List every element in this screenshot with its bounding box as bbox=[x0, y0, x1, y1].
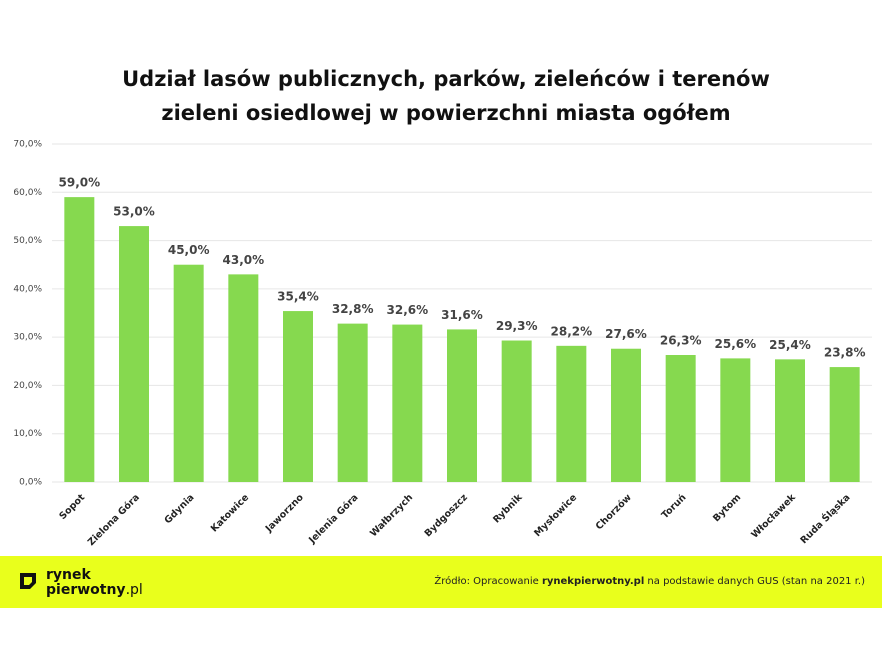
x-tick-label: Sopot bbox=[57, 492, 87, 522]
y-tick-label: 30,0% bbox=[13, 333, 42, 343]
x-tick-label: Katowice bbox=[209, 492, 251, 534]
bar bbox=[720, 358, 751, 482]
logo-text: pierwotny bbox=[46, 582, 126, 598]
value-label: 32,8% bbox=[332, 302, 374, 316]
value-label: 29,3% bbox=[496, 319, 538, 333]
x-tick-label: Mysłowice bbox=[532, 492, 579, 539]
bar bbox=[447, 329, 477, 482]
bar bbox=[283, 311, 313, 482]
y-tick-label: 20,0% bbox=[13, 381, 42, 391]
bar bbox=[228, 274, 259, 482]
bar bbox=[611, 348, 641, 482]
bar bbox=[665, 355, 696, 482]
source-text: Źródło: Opracowanie bbox=[434, 574, 542, 587]
x-tick-label: Gdynia bbox=[162, 492, 196, 526]
x-tick-label: Wałbrzych bbox=[368, 492, 415, 539]
logo-text: pierwotny.pl bbox=[46, 582, 143, 598]
chart-title: Udział lasów publicznych, parków, zieleń… bbox=[122, 67, 770, 91]
value-label: 35,4% bbox=[277, 290, 319, 304]
footer-band bbox=[0, 556, 882, 608]
bar bbox=[173, 264, 204, 482]
value-label: 53,0% bbox=[113, 205, 155, 219]
x-tick-label: Zielona Góra bbox=[86, 492, 142, 548]
x-tick-label: Jelenia Góra bbox=[306, 492, 360, 546]
bar bbox=[556, 345, 587, 482]
value-label: 27,6% bbox=[605, 327, 647, 341]
logo-icon bbox=[20, 573, 36, 589]
x-tick-label: Włocławek bbox=[749, 492, 798, 541]
bar bbox=[64, 197, 95, 482]
y-tick-label: 60,0% bbox=[13, 188, 42, 198]
source-text: rynekpierwotny.pl bbox=[542, 576, 644, 587]
value-label: 59,0% bbox=[59, 176, 101, 190]
bar bbox=[501, 340, 532, 482]
value-label: 25,4% bbox=[769, 338, 811, 352]
value-label: 32,6% bbox=[387, 303, 429, 317]
bar bbox=[829, 367, 860, 482]
chart-title: zieleni osiedlowej w powierzchni miasta … bbox=[161, 101, 730, 125]
source-note: Źródło: Opracowanie rynekpierwotny.pl na… bbox=[434, 574, 865, 587]
logo-text: .pl bbox=[126, 582, 143, 598]
y-tick-label: 0,0% bbox=[19, 478, 42, 488]
bar bbox=[337, 323, 368, 482]
x-tick-label: Bydgoszcz bbox=[423, 492, 471, 540]
logo: rynek pierwotny.pl bbox=[20, 567, 143, 598]
x-tick-label: Ruda Śląska bbox=[798, 491, 853, 546]
logo-text: rynek bbox=[46, 567, 91, 583]
x-tick-label: Chorzów bbox=[594, 492, 634, 532]
source-text: na podstawie danych GUS (stan na 2021 r.… bbox=[644, 576, 865, 587]
value-label: 43,0% bbox=[223, 253, 265, 267]
x-tick-label: Bytom bbox=[711, 492, 743, 524]
value-label: 25,6% bbox=[715, 337, 757, 351]
value-label: 28,2% bbox=[551, 324, 593, 338]
y-tick-label: 10,0% bbox=[13, 429, 42, 439]
bar bbox=[775, 359, 805, 482]
value-label: 45,0% bbox=[168, 243, 210, 257]
y-tick-label: 40,0% bbox=[13, 284, 42, 294]
x-tick-label: Toruń bbox=[660, 492, 689, 521]
y-tick-label: 70,0% bbox=[13, 140, 42, 150]
x-tick-label: Jaworzno bbox=[263, 492, 306, 535]
y-tick-label: 50,0% bbox=[13, 236, 42, 246]
bar bbox=[119, 226, 149, 482]
plot: 0,0% 10,0% 20,0% 30,0% 40,0% 50,0% 60,0% 70,0% 5… bbox=[13, 140, 872, 548]
bar bbox=[392, 324, 423, 482]
value-label: 26,3% bbox=[660, 334, 702, 348]
x-tick-label: Rybnik bbox=[491, 492, 525, 526]
value-label: 31,6% bbox=[441, 308, 483, 322]
value-label: 23,8% bbox=[824, 346, 866, 360]
